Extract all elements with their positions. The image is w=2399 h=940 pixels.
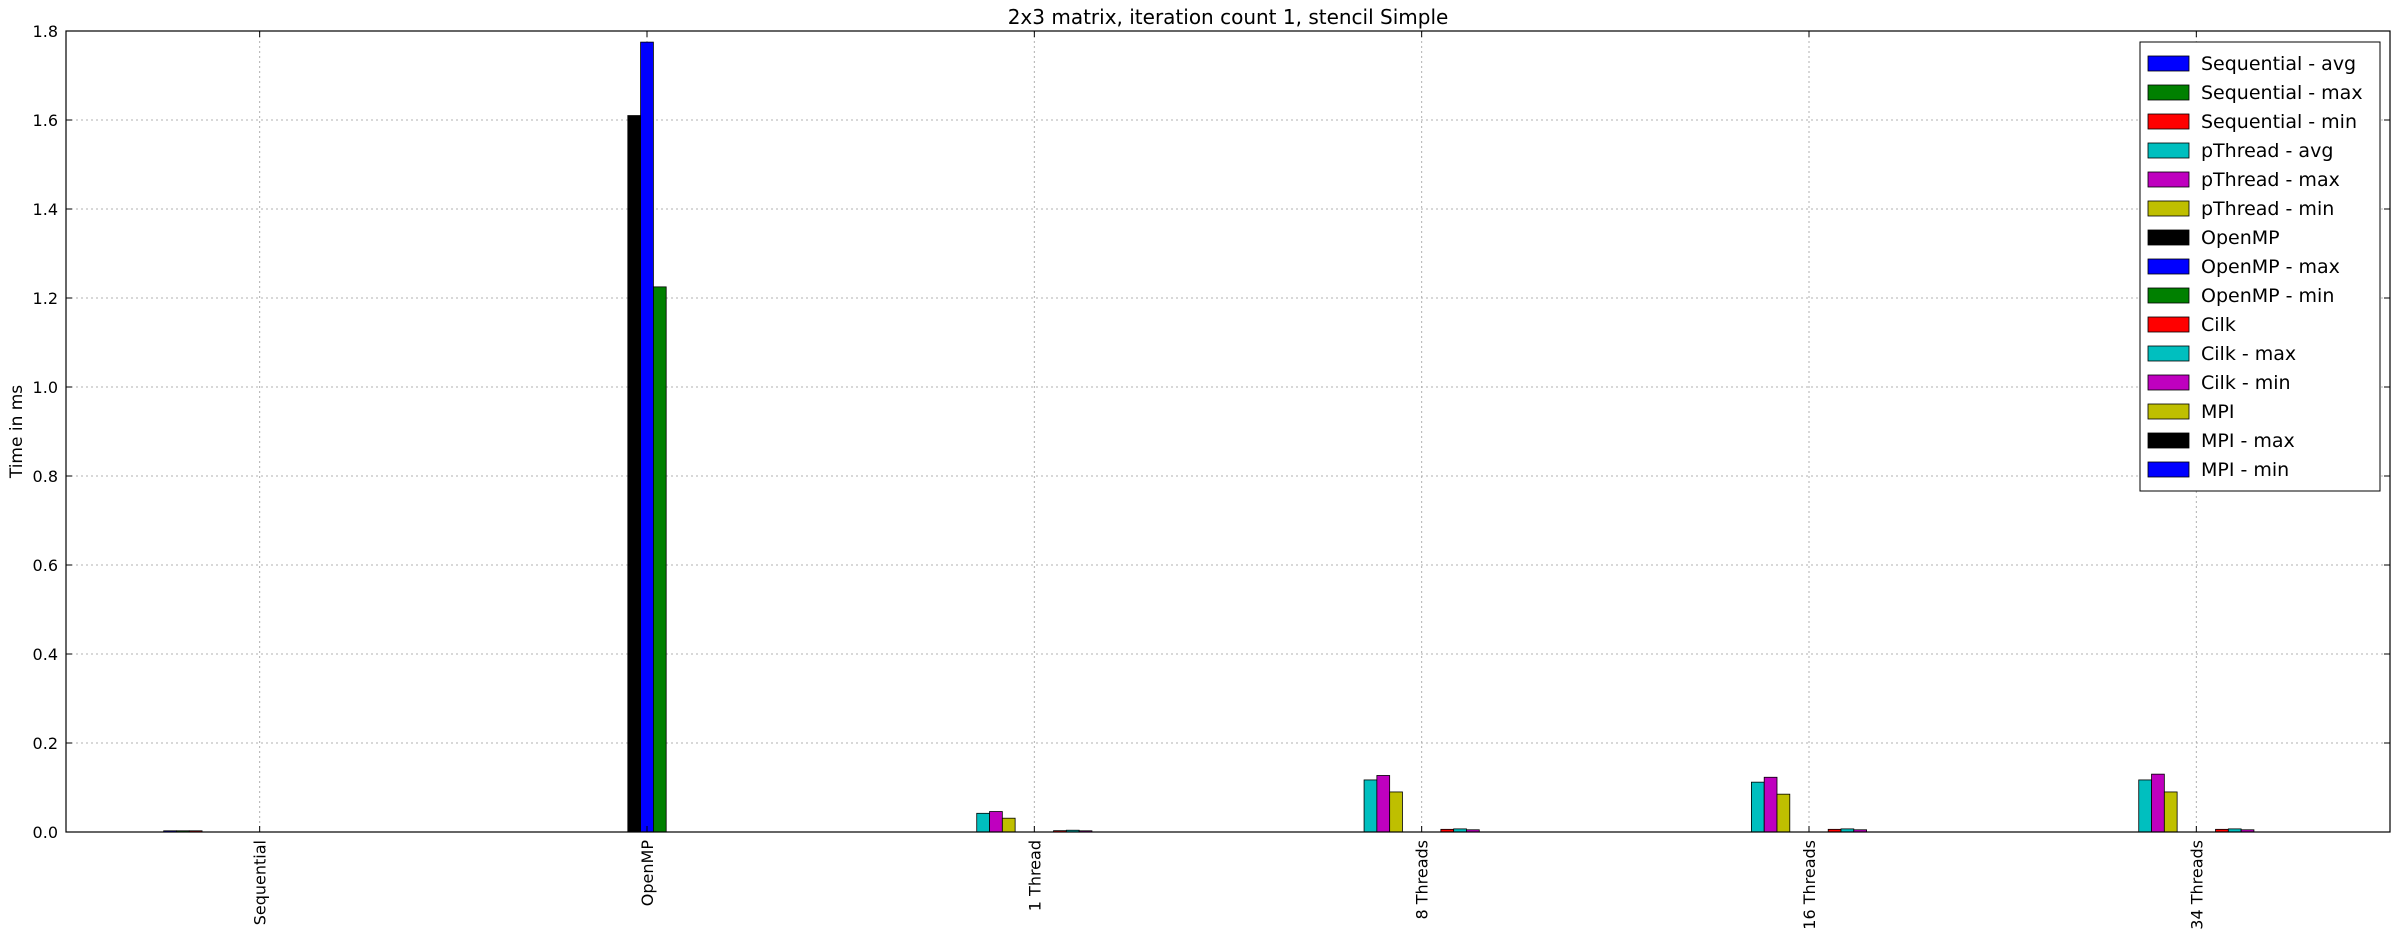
y-axis-ticks: 0.0 0.2 0.4 0.6 0.8 1.0 1.2 1.4 1.6 1.8 <box>33 22 2390 842</box>
legend-swatch <box>2147 461 2190 478</box>
legend-swatch <box>2147 345 2190 362</box>
bar <box>653 286 667 833</box>
y-tick-label: 0.4 <box>33 645 58 664</box>
x-tick-label: 16 Threads <box>1800 840 1819 930</box>
legend-entry: Cilk - min <box>2201 372 2291 394</box>
legend-entry: pThread - max <box>2201 169 2340 191</box>
legend-swatch <box>2147 171 2190 188</box>
bar <box>640 41 654 833</box>
y-tick-label: 1.8 <box>33 22 58 41</box>
legend-swatch <box>2147 84 2190 101</box>
legend-entry: MPI <box>2201 401 2234 423</box>
legend-swatch <box>2147 432 2190 449</box>
legend-swatch <box>2147 113 2190 130</box>
y-tick-label: 1.6 <box>33 111 58 130</box>
y-tick-label: 0.0 <box>33 823 58 842</box>
legend-entry: MPI - max <box>2201 430 2295 452</box>
bars <box>163 41 2255 833</box>
x-tick-label: 34 Threads <box>2187 840 2206 930</box>
y-tick-label: 0.6 <box>33 556 58 575</box>
x-tick-label: 1 Thread <box>1025 840 1044 911</box>
legend-entry: Sequential - min <box>2201 111 2357 133</box>
y-tick-label: 0.8 <box>33 467 58 486</box>
bar <box>1376 775 1391 833</box>
x-tick-label: 8 Threads <box>1413 840 1432 920</box>
legend-swatch <box>2147 258 2190 275</box>
legend-entry: Sequential - max <box>2201 82 2363 104</box>
legend: Sequential - avg Sequential - max Sequenti… <box>2139 41 2381 492</box>
legend-entry: pThread - min <box>2201 198 2334 220</box>
bar <box>2138 779 2152 833</box>
y-tick-label: 1.4 <box>33 200 58 219</box>
x-axis-ticks: Sequential OpenMP 1 Thread 8 Threads 16 Thre… <box>251 31 2206 930</box>
x-tick-label: Sequential <box>251 840 270 925</box>
legend-swatch <box>2147 403 2190 420</box>
legend-swatch <box>2147 55 2190 72</box>
legend-swatch <box>2147 229 2190 246</box>
legend-entry: OpenMP - max <box>2201 256 2340 278</box>
legend-entry: MPI - min <box>2201 459 2289 481</box>
bar <box>627 115 641 833</box>
bar <box>1389 791 1403 833</box>
y-tick-label: 0.2 <box>33 734 58 753</box>
bar <box>1763 776 1778 833</box>
legend-entry: OpenMP <box>2201 227 2280 249</box>
x-tick-label: OpenMP <box>638 840 657 907</box>
bar <box>1751 781 1765 833</box>
legend-swatch <box>2147 374 2190 391</box>
bar <box>2163 791 2178 833</box>
legend-swatch <box>2147 316 2190 333</box>
plot-frame <box>65 30 2391 833</box>
grid-lines <box>66 31 2390 832</box>
legend-entry: Cilk <box>2201 314 2236 336</box>
legend-entry: Cilk - max <box>2201 343 2296 365</box>
bar <box>976 812 990 833</box>
bar <box>989 811 1003 833</box>
legend-entry: pThread - avg <box>2201 140 2333 162</box>
legend-entry: OpenMP - min <box>2201 285 2334 307</box>
chart-title: 2x3 matrix, iteration count 1, stencil S… <box>1008 5 1449 29</box>
y-axis-label: Time in ms <box>7 385 27 479</box>
bar <box>2151 773 2165 833</box>
legend-swatch <box>2147 200 2190 217</box>
y-tick-label: 1.0 <box>33 378 58 397</box>
legend-entry: Sequential - avg <box>2201 53 2356 75</box>
legend-swatch <box>2147 142 2190 159</box>
bar <box>1776 793 1791 833</box>
legend-swatch <box>2147 287 2190 304</box>
bar <box>1363 779 1378 833</box>
bar <box>1001 817 1016 833</box>
y-tick-label: 1.2 <box>33 289 58 308</box>
